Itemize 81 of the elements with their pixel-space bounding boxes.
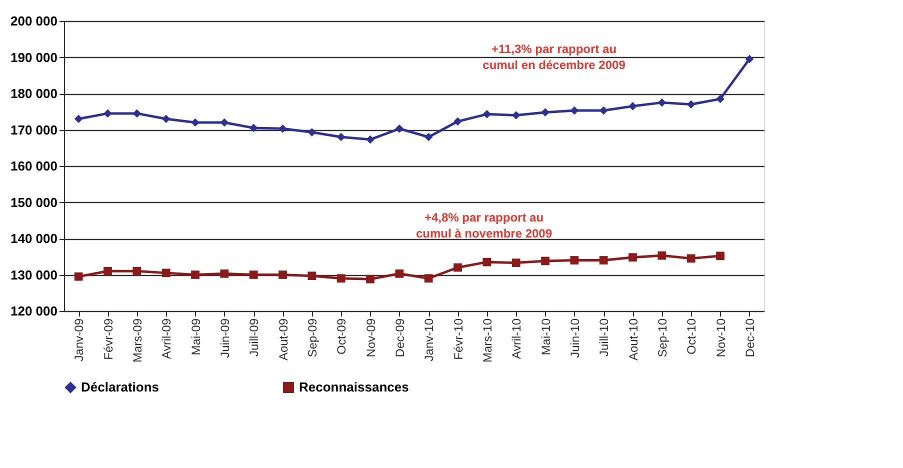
point: [366, 135, 374, 144]
x-tick-label: Nov-10: [714, 318, 728, 358]
x-tick-label: Mai-10: [538, 318, 553, 356]
x-tick-label: Sep-09: [305, 318, 320, 358]
point: [658, 98, 666, 107]
point: [278, 124, 287, 133]
point: [628, 102, 637, 110]
point: [395, 269, 404, 278]
point: [249, 124, 258, 132]
x-tick-label: Juin-09: [218, 318, 232, 358]
x-tick-label: Avril-10: [510, 318, 524, 359]
point: [162, 114, 170, 124]
annotation: +11,3% par rapport au cumul en décembre 2009: [482, 42, 626, 72]
point: [454, 263, 462, 272]
x-tick-label: Févr-09: [101, 318, 116, 360]
x-tick-label: Janv-09: [72, 318, 86, 362]
point: [658, 251, 666, 260]
point: [191, 118, 200, 127]
point: [336, 274, 346, 283]
point: [395, 124, 404, 133]
point: [132, 266, 142, 276]
y-tick-label: 180 000: [10, 86, 58, 101]
x-tick-label: Avril-09: [160, 318, 174, 359]
point: [249, 270, 258, 279]
point: [220, 269, 229, 278]
point: [278, 270, 287, 279]
x-tick-label: Oct-09: [334, 318, 349, 355]
y-tick-label: 170 000: [10, 122, 58, 138]
point: [220, 118, 229, 127]
point: [570, 256, 579, 264]
y-tick-label: 200 000: [10, 14, 58, 28]
point: [512, 258, 520, 267]
x-tick-label: Nov-09: [364, 318, 378, 358]
x-tick-label: Févr-10: [451, 318, 466, 360]
point: [366, 274, 374, 284]
point: [308, 128, 316, 136]
point: [104, 109, 112, 118]
x-tick-label: Juill-09: [247, 318, 262, 357]
point: [424, 274, 433, 283]
x-tick-label: Mars-09: [130, 318, 144, 363]
x-tick-label: Aout-09: [276, 318, 290, 361]
x-tick-label: Sep-10: [655, 318, 670, 358]
legend-label: Déclarations: [81, 380, 160, 395]
point: [424, 132, 433, 142]
x-tick-label: Mars-10: [480, 318, 494, 363]
point: [512, 111, 520, 120]
point: [599, 256, 608, 264]
x-tick-label: Aout-10: [626, 318, 640, 361]
y-tick-label: 150 000: [10, 194, 58, 210]
point: [336, 132, 346, 142]
y-tick-label: 160 000: [10, 158, 58, 174]
point: [745, 54, 754, 64]
annotation: +4,8% par rapport au cumul à novembre 2009: [416, 210, 552, 240]
point: [716, 252, 724, 260]
legend-label: Reconnaissances: [299, 380, 409, 395]
y-tick-label: 140 000: [10, 231, 58, 246]
x-tick-label: Juill-10: [597, 318, 612, 357]
point: [74, 272, 83, 281]
point: [104, 266, 112, 276]
x-tick-label: Mai-09: [188, 318, 203, 356]
point: [628, 253, 637, 262]
y-tick-label: 130 000: [10, 267, 58, 282]
point: [162, 268, 170, 278]
x-tick-label: Juin-10: [568, 318, 582, 358]
point: [74, 114, 83, 124]
point: [716, 94, 724, 104]
x-tick-label: Dec-09: [392, 318, 407, 358]
point: [686, 100, 696, 109]
x-tick-label: Janv-10: [422, 318, 436, 362]
point: [686, 254, 696, 263]
point: [454, 117, 462, 126]
y-tick-label: 190 000: [10, 50, 58, 65]
point: [541, 256, 550, 266]
point: [132, 109, 142, 118]
x-tick-label: Dec-10: [742, 318, 757, 358]
y-tick-label: 120 000: [10, 304, 58, 318]
x-tick-label: Oct-10: [684, 318, 699, 355]
point: [482, 258, 492, 266]
point: [308, 272, 316, 280]
point: [541, 108, 550, 117]
point: [191, 270, 200, 279]
